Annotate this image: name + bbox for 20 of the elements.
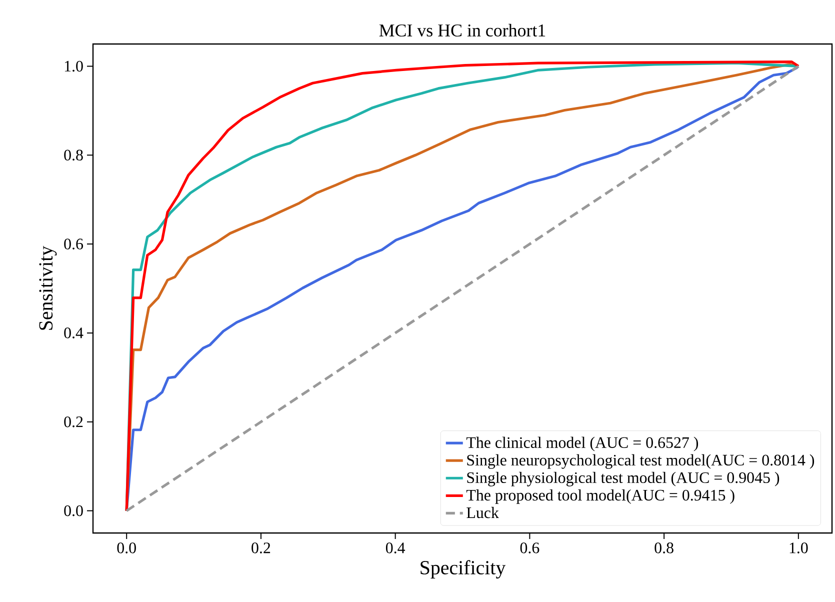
chart-title: MCI vs HC in corhort1 <box>379 24 546 36</box>
x-tick-label: 0.6 <box>520 542 540 554</box>
x-axis-title: Specificity <box>420 560 506 579</box>
y-tick-label: 0.2 <box>64 416 83 428</box>
x-tick-label: 1.0 <box>790 542 808 554</box>
y-axis-title: Sensitivity <box>39 246 57 330</box>
legend-label: Single neuropsychological test model(AUC = 0.8014 ) <box>467 454 814 469</box>
legend-label: Single physiological test model (AUC = 0.9045 ) <box>467 472 780 486</box>
y-tick-label: 0.4 <box>64 328 84 338</box>
x-tick-label: 0.0 <box>117 542 136 554</box>
legend-label: Luck <box>466 506 499 518</box>
y-tick-label: 1.0 <box>64 60 83 72</box>
x-tick-label: 0.2 <box>252 542 270 554</box>
legend-label: The proposed tool model(AUC = 0.9415 ) <box>466 489 734 504</box>
y-tick-label: 0.0 <box>64 505 83 516</box>
y-tick-label: 0.8 <box>64 150 83 161</box>
legend-label: The clinical model (AUC = 0.6527 ) <box>466 436 698 452</box>
x-tick-label: 0.4 <box>386 542 406 554</box>
x-tick-label: 0.8 <box>654 542 674 554</box>
y-tick-label: 0.6 <box>64 238 84 250</box>
